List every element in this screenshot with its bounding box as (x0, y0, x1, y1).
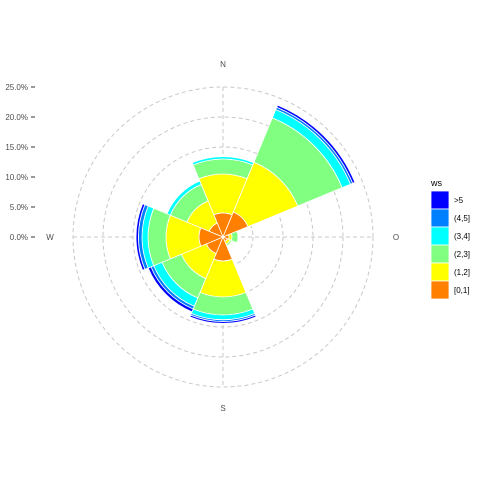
wind-bar-nw-3 (166, 180, 202, 216)
legend-label: (1,2] (454, 268, 470, 277)
wind-bars (135, 104, 356, 324)
legend-swatch (430, 262, 450, 282)
radial-tick-label: 20.0% (5, 113, 28, 122)
wind-bar-ne-5 (276, 104, 356, 184)
radial-axis: 0.0% 5.0% 10.0% 15.0% 20.0% 25.0% N O S W (5, 60, 399, 413)
legend-label: [0,1] (454, 286, 470, 295)
compass-label-east: O (393, 233, 399, 242)
legend-swatch (430, 226, 450, 246)
legend-title: ws (430, 178, 442, 188)
compass-label-south: S (220, 404, 225, 413)
legend-swatch (430, 244, 450, 264)
legend: ws >5 (4,5] (3,4] (2,3] (1,2] [0,1] (430, 178, 470, 300)
wind-bar-e-2 (230, 230, 239, 244)
radial-tick-label: 5.0% (10, 203, 28, 212)
radial-tick-label: 25.0% (5, 83, 28, 92)
legend-swatch (430, 190, 450, 210)
compass-label-north: N (220, 60, 226, 69)
radial-tick-label: 0.0% (10, 233, 28, 242)
radial-tick-label: 15.0% (5, 143, 28, 152)
radial-tick-label: 10.0% (5, 173, 28, 182)
legend-label: (4,5] (454, 214, 470, 223)
legend-label: >5 (454, 196, 464, 205)
legend-label: (2,3] (454, 250, 470, 259)
compass-label-west: W (46, 233, 54, 242)
wind-bar-w-5 (135, 203, 146, 271)
legend-swatch (430, 208, 450, 228)
legend-swatch (430, 280, 450, 300)
wind-bar-s-5 (189, 314, 257, 324)
legend-label: (3,4] (454, 232, 470, 241)
